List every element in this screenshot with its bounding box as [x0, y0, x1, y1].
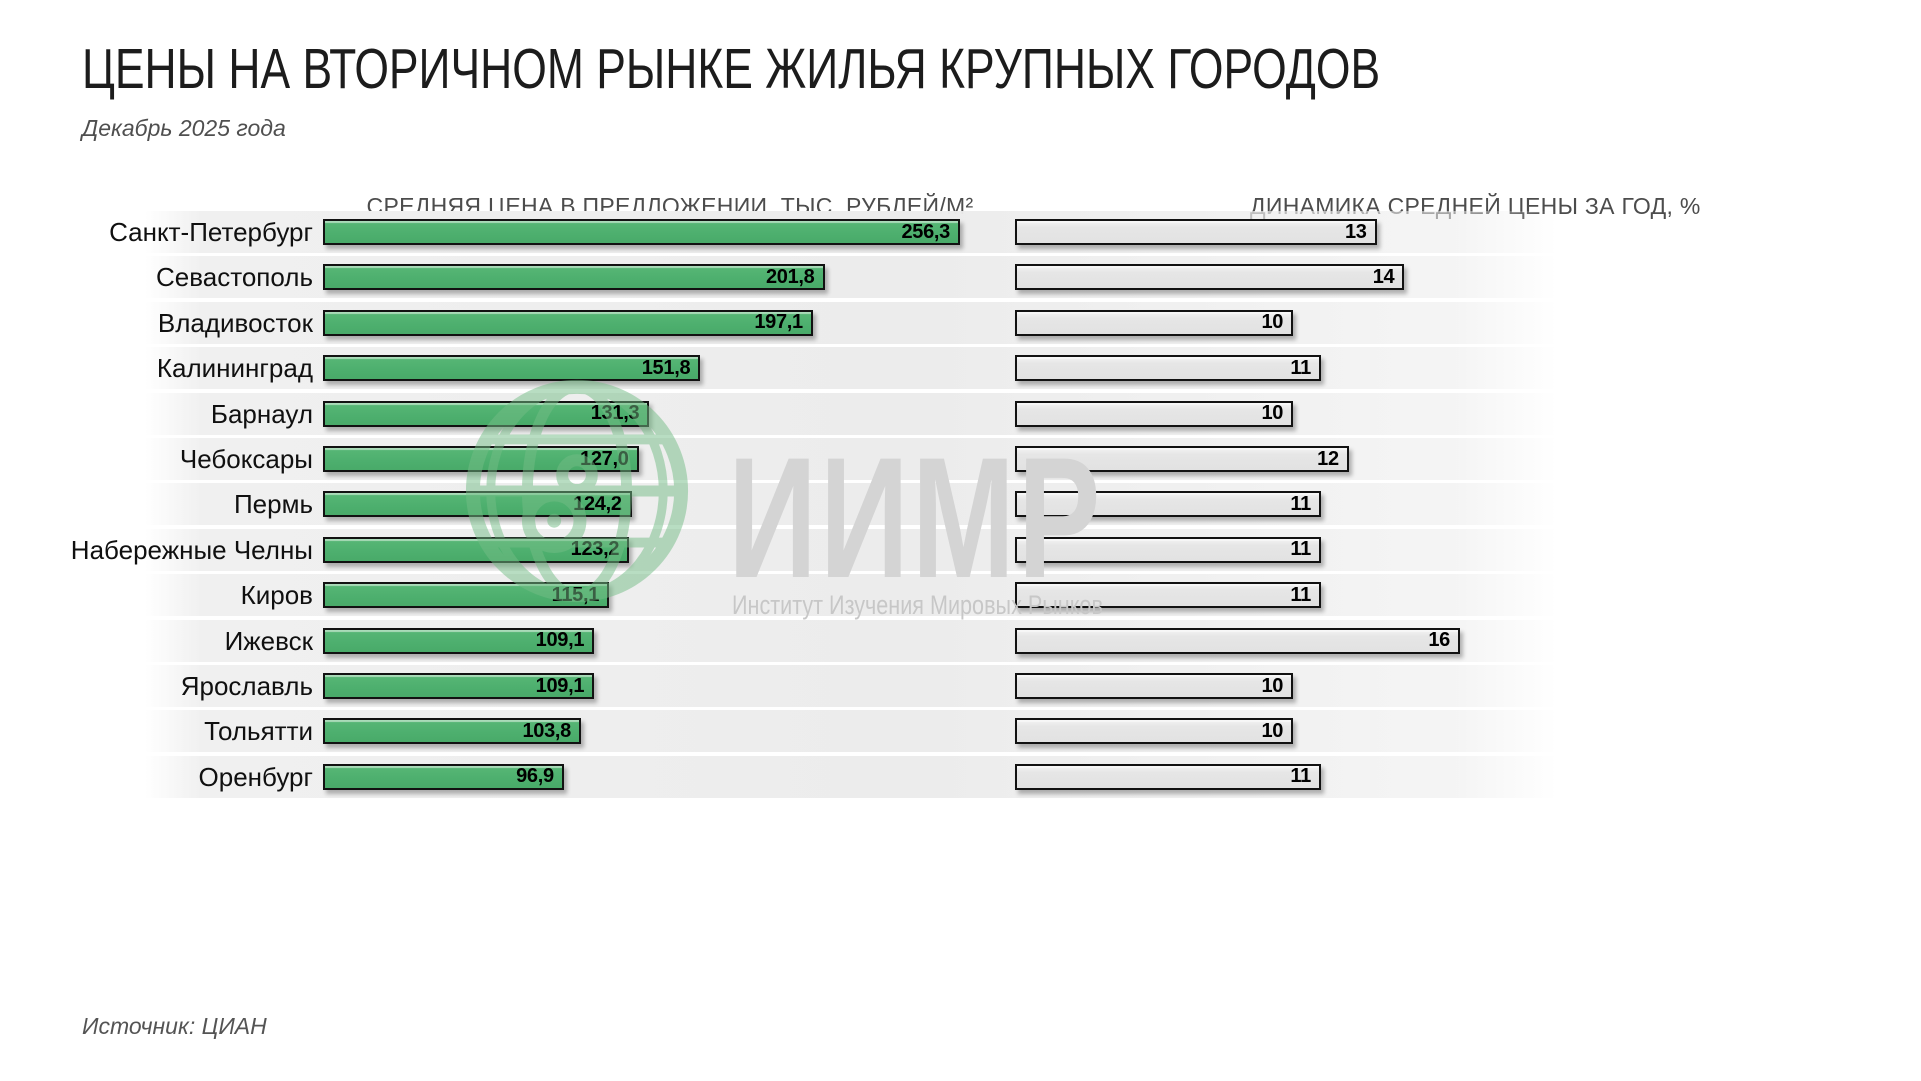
dynamics-bar: 10: [1015, 673, 1294, 699]
city-label: Севастополь: [156, 262, 313, 293]
dynamics-bar: 11: [1015, 491, 1321, 518]
chart-row: Оренбург 96,9 11: [0, 755, 1921, 801]
dynamics-bar: 16: [1015, 627, 1460, 654]
price-value: 127,0: [580, 447, 629, 470]
dynamics-value: 10: [1261, 402, 1284, 425]
price-bar: 124,2: [323, 491, 632, 518]
dynamics-value: 11: [1290, 765, 1311, 788]
price-value: 103,8: [522, 719, 571, 742]
dynamics-value: 14: [1372, 265, 1395, 288]
chart-row: Ярославль 109,1 10: [0, 665, 1921, 710]
city-label: Владивосток: [157, 307, 313, 338]
price-value: 96,9: [516, 765, 554, 788]
price-value: 131,3: [590, 402, 640, 425]
price-bar: 123,2: [323, 536, 630, 563]
price-bar: 256,3: [323, 219, 960, 245]
price-bar: 103,8: [323, 718, 581, 745]
price-value: 109,1: [535, 629, 585, 652]
price-bar: 115,1: [323, 582, 610, 609]
dynamics-value: 11: [1290, 356, 1311, 379]
city-label: Оренбург: [198, 761, 313, 792]
dynamics-bar: 12: [1015, 446, 1349, 472]
city-label: Киров: [240, 580, 313, 611]
price-bar: 127,0: [323, 446, 639, 472]
city-label: Ярославль: [180, 671, 313, 701]
price-bar: 151,8: [323, 355, 701, 382]
page-title: ЦЕНЫ НА ВТОРИЧНОМ РЫНКЕ ЖИЛЬЯ КРУПНЫХ ГО…: [82, 37, 1381, 101]
chart-row: Севастополь 201,8 14: [0, 256, 1921, 301]
dynamics-value: 10: [1261, 311, 1284, 334]
chart-row: Пермь 124,2 11: [0, 483, 1921, 528]
price-value: 151,8: [641, 356, 691, 379]
price-bar: 96,9: [323, 763, 564, 790]
city-label: Пермь: [233, 489, 313, 520]
city-label: Барнаул: [210, 398, 313, 429]
price-value: 115,1: [551, 583, 600, 606]
dynamics-bar: 10: [1015, 309, 1294, 336]
chart-row: Калининград 151,8 11: [0, 347, 1921, 392]
dynamics-value: 13: [1344, 220, 1367, 243]
dynamics-value: 11: [1290, 492, 1311, 515]
price-bar: 197,1: [323, 309, 813, 336]
dynamics-bar: 14: [1015, 264, 1405, 291]
dynamics-value: 10: [1261, 674, 1284, 697]
price-value: 124,2: [573, 492, 622, 515]
chart-row: Тольятти 103,8 10: [0, 710, 1921, 755]
dynamics-bar: 13: [1015, 219, 1377, 245]
price-bar: 109,1: [323, 673, 595, 699]
city-label: Набережные Челны: [70, 534, 313, 565]
dynamics-value: 11: [1290, 583, 1311, 606]
price-value: 109,1: [535, 674, 585, 697]
city-label: Ижевск: [224, 625, 313, 656]
price-value: 197,1: [754, 311, 803, 334]
dynamics-bar: 11: [1015, 355, 1321, 382]
chart-row: Санкт-Петербург 256,3 13: [0, 211, 1921, 256]
city-label: Санкт-Петербург: [109, 217, 313, 247]
chart-row: Владивосток 197,1 10: [0, 301, 1921, 347]
dynamics-bar: 11: [1015, 536, 1321, 563]
price-bar: 131,3: [323, 400, 650, 427]
chart-row: Ижевск 109,1 16: [0, 619, 1921, 665]
chart-row: Барнаул 131,3 10: [0, 392, 1921, 438]
chart-row: Набережные Челны 123,2 11: [0, 528, 1921, 574]
dynamics-bar: 11: [1015, 582, 1321, 609]
city-label: Калининград: [156, 353, 313, 384]
price-value: 201,8: [765, 265, 815, 288]
dynamics-value: 16: [1428, 629, 1450, 652]
chart-rows: Санкт-Петербург 256,3 13 Севастополь 201,8 14…: [0, 211, 1921, 811]
chart-row: Киров 115,1 11: [0, 574, 1921, 619]
dynamics-value: 10: [1261, 719, 1284, 742]
dynamics-value: 11: [1290, 538, 1311, 561]
chart-row: Чебоксары 127,0 12: [0, 438, 1921, 483]
dynamics-bar: 10: [1015, 400, 1294, 427]
source-note: Источник: ЦИАН: [82, 1013, 267, 1039]
dynamics-value: 12: [1317, 447, 1339, 470]
price-bar: 201,8: [323, 264, 825, 291]
dynamics-bar: 11: [1015, 763, 1321, 790]
page-subtitle: Декабрь 2025 года: [82, 115, 286, 141]
price-value: 256,3: [901, 220, 950, 243]
city-label: Чебоксары: [179, 444, 313, 474]
price-value: 123,2: [570, 538, 620, 561]
price-bar: 109,1: [323, 627, 595, 654]
dynamics-bar: 10: [1015, 718, 1294, 745]
city-label: Тольятти: [204, 716, 313, 747]
